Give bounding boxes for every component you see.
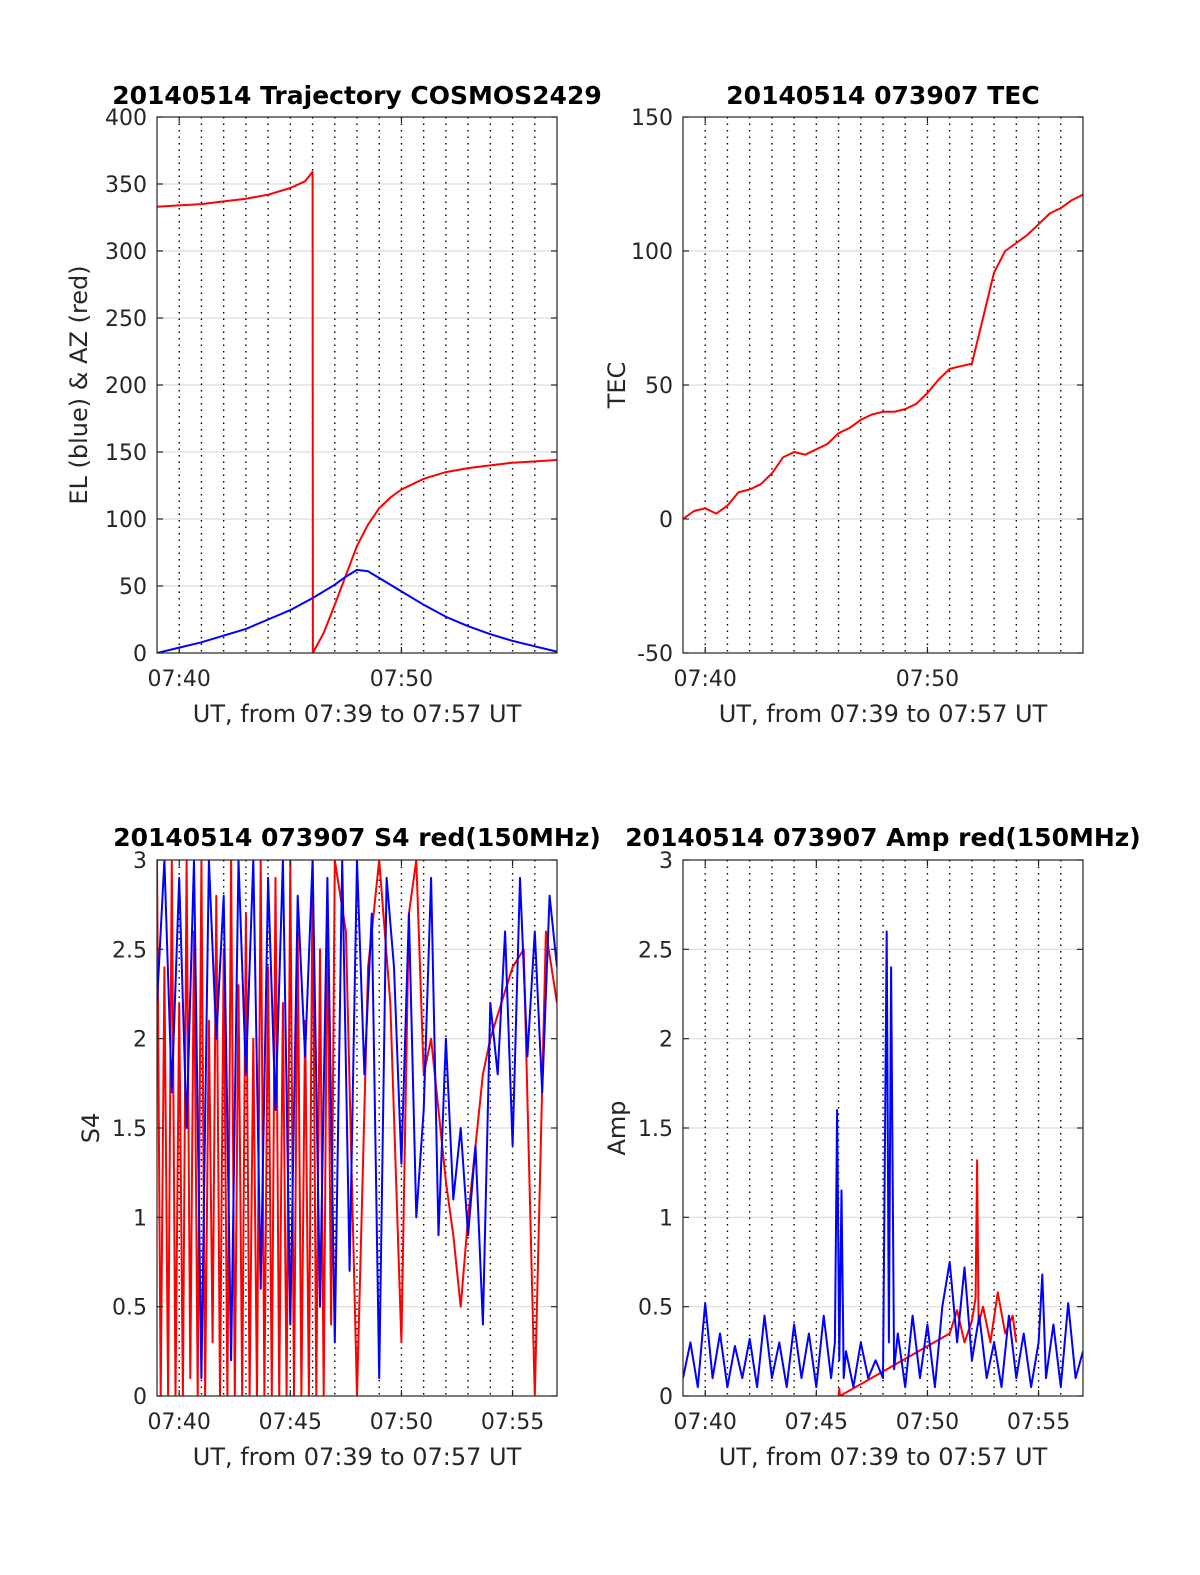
series-group xyxy=(683,193,1083,520)
series-group xyxy=(157,170,557,653)
x-tick-label: 07:50 xyxy=(896,667,959,692)
x-tick-label: 07:40 xyxy=(148,1410,211,1435)
y-tick-label: 250 xyxy=(105,307,147,332)
chart-title: 20140514 073907 Amp red(150MHz) xyxy=(625,823,1141,852)
series-line-blue xyxy=(683,930,1083,1389)
y-tick-label: 1.5 xyxy=(112,1117,147,1142)
y-tick-label: 300 xyxy=(105,240,147,265)
x-tick-label: 07:45 xyxy=(259,1410,322,1435)
chart-panel-2: -50 0 50 100 150 07:40 07:50 UT, from 07:39 to … xyxy=(603,81,1084,728)
y-tick-label: 0 xyxy=(659,508,673,533)
y-tick-label: 1 xyxy=(133,1206,147,1231)
y-tick-label: 0.5 xyxy=(638,1296,673,1321)
x-axis-label: UT, from 07:39 to 07:57 UT xyxy=(719,700,1048,728)
y-tick-label: 3 xyxy=(133,849,147,874)
y-tick-label: 0 xyxy=(133,1385,147,1410)
y-tick-label: 3 xyxy=(659,849,673,874)
y-axis-label: EL (blue) & AZ (red) xyxy=(65,265,93,504)
x-tick-label: 07:50 xyxy=(896,1410,959,1435)
y-axis-label: S4 xyxy=(77,1113,105,1144)
y-tick-label: 200 xyxy=(105,374,147,399)
chart-title: 20140514 073907 S4 red(150MHz) xyxy=(113,823,601,852)
x-tick-label: 07:40 xyxy=(674,1410,737,1435)
series-line-blue xyxy=(157,860,557,1380)
chart-panel-4: 0 0.5 1 1.5 2 2.5 3 07:40 07:45 07:50 07:55 UT, fro… xyxy=(603,823,1141,1471)
chart-panel-1: 0 50 100 150 200 250 300 350 400 07:40 07:50 UT, fr… xyxy=(65,81,602,728)
y-axis-label: Amp xyxy=(603,1100,631,1155)
x-tick-label: 07:50 xyxy=(370,1410,433,1435)
y-tick-label: 2.5 xyxy=(638,938,673,963)
series-line-red xyxy=(157,170,557,653)
chart-panel-3: 0 0.5 1 1.5 2 2.5 3 07:40 07:45 07:50 07:55 UT, fro… xyxy=(77,823,601,1471)
y-tick-label: 150 xyxy=(105,441,147,466)
series-line-red xyxy=(157,860,557,1396)
x-axis-label: UT, from 07:39 to 07:57 UT xyxy=(193,700,522,728)
chart-title: 20140514 Trajectory COSMOS2429 xyxy=(112,81,602,110)
y-tick-label: 50 xyxy=(645,374,673,399)
y-tick-label: 400 xyxy=(105,106,147,131)
y-tick-label: 2.5 xyxy=(112,938,147,963)
series-group xyxy=(157,860,557,1396)
x-axis-label: UT, from 07:39 to 07:57 UT xyxy=(193,1443,522,1471)
x-axis-label: UT, from 07:39 to 07:57 UT xyxy=(719,1443,1048,1471)
x-tick-label: 07:45 xyxy=(785,1410,848,1435)
y-tick-label: 2 xyxy=(659,1028,673,1053)
y-tick-label: 50 xyxy=(119,575,147,600)
series-line-red xyxy=(683,193,1083,520)
y-tick-label: 150 xyxy=(631,106,673,131)
y-tick-label: 1.5 xyxy=(638,1117,673,1142)
y-tick-label: 0 xyxy=(133,642,147,667)
y-tick-label: 100 xyxy=(631,240,673,265)
y-tick-label: 100 xyxy=(105,508,147,533)
y-tick-label: 0 xyxy=(659,1385,673,1410)
y-tick-label: 350 xyxy=(105,173,147,198)
chart-title: 20140514 073907 TEC xyxy=(726,81,1039,110)
series-line-blue xyxy=(157,568,557,653)
x-tick-label: 07:55 xyxy=(1007,1410,1070,1435)
y-tick-label: 0.5 xyxy=(112,1296,147,1321)
y-tick-label: -50 xyxy=(637,642,673,667)
y-axis-label: TEC xyxy=(603,362,631,410)
x-tick-label: 07:50 xyxy=(370,667,433,692)
series-group xyxy=(683,930,1083,1396)
y-tick-label: 1 xyxy=(659,1206,673,1231)
x-tick-label: 07:40 xyxy=(674,667,737,692)
y-tick-label: 2 xyxy=(133,1028,147,1053)
x-tick-label: 07:55 xyxy=(481,1410,544,1435)
x-tick-label: 07:40 xyxy=(148,667,211,692)
